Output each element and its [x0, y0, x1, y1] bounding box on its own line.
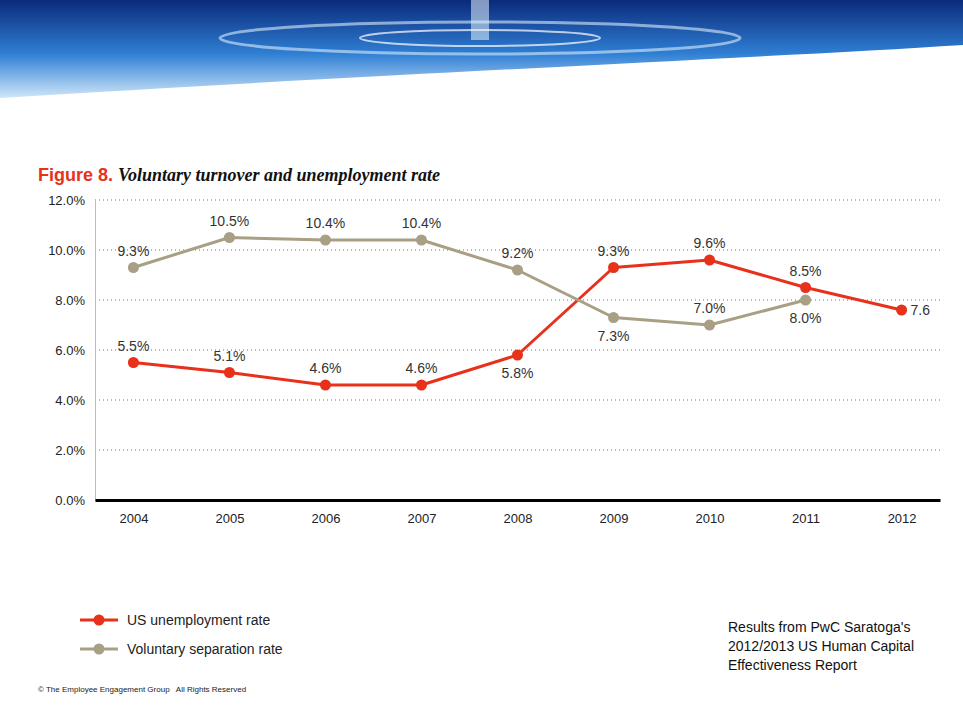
banner: [0, 0, 963, 98]
copyright: © The Employee Engagement Group All Righ…: [38, 685, 246, 694]
x-tick: 2007: [408, 500, 437, 526]
x-tick: 2006: [311, 500, 340, 526]
point: [320, 380, 331, 391]
data-label: 7.6: [911, 302, 931, 318]
x-tick-label: 2008: [504, 511, 533, 526]
plot-area: [128, 232, 907, 391]
legend-label: US unemployment rate: [127, 612, 270, 628]
banner-drop: [471, 0, 489, 40]
y-tick-label: 10.0%: [48, 243, 85, 258]
point: [896, 305, 907, 316]
x-tick-label: 2007: [408, 511, 437, 526]
y-tick: 6.0%: [55, 343, 95, 358]
data-label: 5.1%: [213, 348, 245, 364]
data-label: 5.5%: [117, 338, 149, 354]
point: [224, 232, 235, 243]
y-axis-line: [95, 201, 96, 501]
y-tick-label: 4.0%: [55, 393, 85, 408]
legend-label: Voluntary separation rate: [127, 641, 283, 657]
y-tick-label: 6.0%: [55, 343, 85, 358]
x-tick-label: 2011: [792, 511, 820, 526]
x-tick-label: 2009: [600, 511, 629, 526]
y-tick-label: 12.0%: [48, 193, 85, 208]
legend-marker: [94, 644, 105, 655]
x-tick: 2010: [696, 500, 725, 526]
data-label: 9.6%: [694, 235, 726, 251]
data-label: 4.6%: [406, 360, 438, 376]
data-label: 10.4%: [402, 215, 442, 231]
x-axis-line: [96, 499, 941, 502]
y-tick: 10.0%: [48, 243, 95, 258]
data-label: 7.0%: [694, 300, 726, 316]
y-tick: 12.0%: [48, 193, 95, 208]
source-note: Results from PwC Saratoga's2012/2013 US …: [728, 619, 914, 673]
point: [704, 255, 715, 266]
x-tick: 2004: [119, 500, 148, 526]
legend-marker: [94, 615, 105, 626]
data-label: 5.8%: [502, 365, 534, 381]
data-labels: 5.5% 5.1% 4.6% 4.6% 5.8% 9.3% 9.6% 8.5% 7.6 9.3% 1…: [117, 213, 930, 382]
title: Figure 8. Voluntary turnover and unemplo…: [38, 165, 440, 185]
grid-line: [95, 200, 940, 201]
x-tick-label: 2004: [119, 511, 148, 526]
legend: US unemployment rate Voluntary separation…: [80, 612, 283, 657]
y-tick-label: 2.0%: [55, 443, 85, 458]
x-tick-label: 2005: [215, 511, 244, 526]
y-tick-label: 0.0%: [55, 493, 85, 508]
x-tick: 2012: [888, 500, 917, 526]
grid-line: [95, 300, 940, 301]
grid-line: [95, 450, 940, 451]
grid-line: [95, 400, 940, 401]
data-label: 10.4%: [306, 215, 346, 231]
x-tick-label: 2012: [888, 511, 917, 526]
y-tick-label: 8.0%: [55, 293, 85, 308]
x-tick: 2009: [600, 500, 629, 526]
data-label: 4.6%: [309, 360, 341, 376]
point: [704, 320, 715, 331]
grid-line: [95, 500, 940, 501]
x-axis: 2004 2005 2006 2007 2008 2009 2010 2011 2012: [96, 500, 941, 526]
data-label: 8.0%: [790, 310, 822, 326]
data-label: 10.5%: [210, 213, 250, 229]
y-tick: 8.0%: [55, 293, 95, 308]
point: [800, 295, 811, 306]
x-tick-label: 2006: [311, 511, 340, 526]
grid: [95, 200, 940, 500]
y-tick: 4.0%: [55, 393, 95, 408]
point: [608, 312, 619, 323]
data-label: 9.3%: [117, 243, 149, 259]
series-line: [133, 260, 901, 385]
data-label: 8.5%: [790, 263, 822, 279]
point: [416, 380, 427, 391]
point: [800, 282, 811, 293]
y-tick: 0.0%: [55, 493, 95, 508]
x-tick-label: 2010: [696, 511, 725, 526]
point: [416, 235, 427, 246]
point: [320, 235, 331, 246]
y-tick: 2.0%: [55, 443, 95, 458]
point: [512, 265, 523, 276]
data-label: 9.3%: [598, 243, 630, 259]
chart: Figure 8. Voluntary turnover and unemplo…: [0, 0, 963, 726]
point: [128, 262, 139, 273]
point: [608, 262, 619, 273]
point: [512, 350, 523, 361]
data-label: 9.2%: [502, 245, 534, 261]
x-tick: 2011: [792, 500, 820, 526]
point: [224, 367, 235, 378]
x-tick: 2008: [504, 500, 533, 526]
data-label: 7.3%: [598, 328, 630, 344]
x-tick: 2005: [215, 500, 244, 526]
point: [128, 357, 139, 368]
y-axis: 0.0% 2.0% 4.0% 6.0% 8.0% 10.0% 12.0%: [48, 193, 95, 508]
